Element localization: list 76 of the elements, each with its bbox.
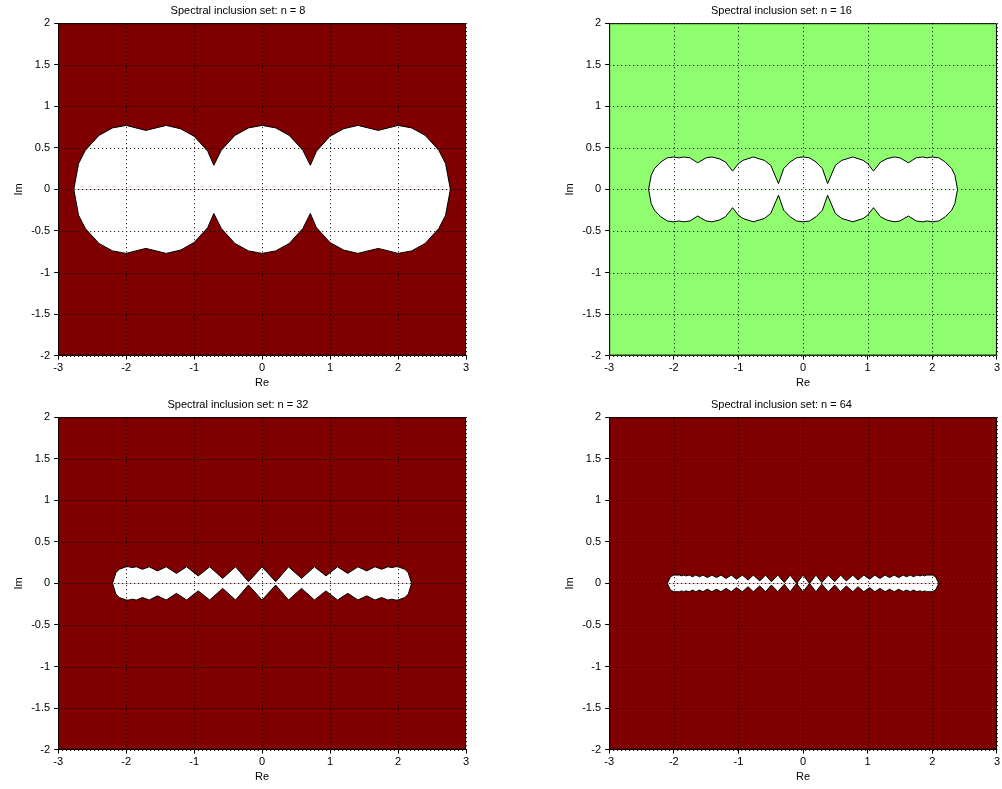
x-tick-label: -1	[733, 755, 744, 768]
y-tick-label: -1	[40, 659, 51, 672]
x-axis-title: Re	[255, 770, 270, 783]
y-tick-label: 1	[595, 493, 602, 506]
y-tick-label: -1	[40, 265, 51, 278]
x-tick-label: 1	[326, 361, 334, 374]
x-tick-label: 2	[394, 755, 402, 768]
x-axis-title: Re	[255, 376, 270, 389]
y-tick-label: 0.5	[585, 140, 602, 153]
y-tick-label: 1.5	[585, 451, 602, 464]
y-tick-label: 1	[44, 99, 51, 112]
y-tick-label: -2	[591, 348, 602, 361]
y-tick-label: 0.5	[585, 534, 602, 547]
y-tick-label: 2	[595, 16, 602, 29]
y-tick-label: 2	[595, 410, 602, 423]
y-tick-label: 0.5	[34, 140, 51, 153]
x-tick-label: 1	[326, 755, 334, 768]
x-tick-label: -3	[604, 361, 615, 374]
y-axis-title: Im	[11, 577, 24, 590]
x-axis-title: Re	[796, 770, 811, 783]
x-tick-label: 1	[864, 755, 871, 768]
x-tick-label: -3	[53, 361, 64, 374]
x-tick-label: -2	[668, 361, 679, 374]
x-tick-label: -2	[668, 755, 679, 768]
y-tick-label: -0.5	[582, 223, 602, 236]
y-tick-label: -2	[40, 742, 51, 755]
x-tick-label: 0	[799, 361, 807, 374]
x-tick-label: 3	[462, 755, 470, 768]
x-tick-label: -2	[121, 755, 132, 768]
x-tick-label: 0	[799, 755, 807, 768]
y-tick-label: -2	[40, 348, 51, 361]
y-tick-label: -2	[591, 742, 602, 755]
x-tick-label: -1	[189, 361, 199, 374]
y-axis-title: Im	[562, 183, 575, 196]
y-tick-label: -1.5	[582, 307, 602, 320]
x-tick-label: -2	[121, 361, 132, 374]
chart-title: Spectral inclusion set: n = 32	[167, 397, 309, 410]
y-tick-label: 1.5	[585, 57, 602, 70]
y-tick-label: 1.5	[34, 57, 51, 70]
x-tick-label: -3	[53, 755, 64, 768]
y-tick-label: 2	[44, 16, 51, 29]
x-tick-label: -3	[604, 755, 615, 768]
chart-title: Spectral inclusion set: n = 8	[170, 3, 306, 16]
y-tick-label: -1	[591, 659, 602, 672]
y-tick-label: -1.5	[31, 701, 51, 714]
y-tick-label: 1	[595, 99, 602, 112]
y-tick-label: -0.5	[582, 617, 602, 630]
y-tick-label: 0	[44, 576, 51, 589]
x-tick-label: 2	[929, 361, 936, 374]
x-tick-label: 2	[929, 755, 936, 768]
y-tick-label: -0.5	[31, 617, 51, 630]
x-tick-label: -1	[189, 755, 199, 768]
chart-title: Spectral inclusion set: n = 16	[711, 3, 852, 16]
y-tick-label: -1	[591, 265, 602, 278]
x-tick-label: 2	[394, 361, 402, 374]
x-tick-label: 0	[259, 361, 266, 374]
x-axis-title: Re	[796, 376, 811, 389]
y-axis-title: Im	[11, 183, 24, 196]
y-tick-label: -0.5	[31, 223, 51, 236]
y-tick-label: -1.5	[31, 307, 51, 320]
y-axis-title: Im	[562, 577, 575, 590]
chart-title: Spectral inclusion set: n = 64	[711, 397, 852, 410]
y-tick-label: 2	[44, 410, 51, 423]
x-tick-label: 3	[993, 361, 1000, 374]
x-tick-label: 3	[993, 755, 1000, 768]
y-tick-label: 0	[595, 576, 602, 589]
x-tick-label: 3	[462, 361, 470, 374]
x-tick-label: 1	[864, 361, 871, 374]
y-tick-label: 1	[44, 493, 51, 506]
y-tick-label: 0.5	[34, 534, 51, 547]
x-tick-label: 0	[259, 755, 266, 768]
y-tick-label: 0	[595, 182, 602, 195]
y-tick-label: 1.5	[34, 451, 51, 464]
y-tick-label: -1.5	[582, 701, 602, 714]
x-tick-label: -1	[733, 361, 744, 374]
y-tick-label: 0	[44, 182, 51, 195]
